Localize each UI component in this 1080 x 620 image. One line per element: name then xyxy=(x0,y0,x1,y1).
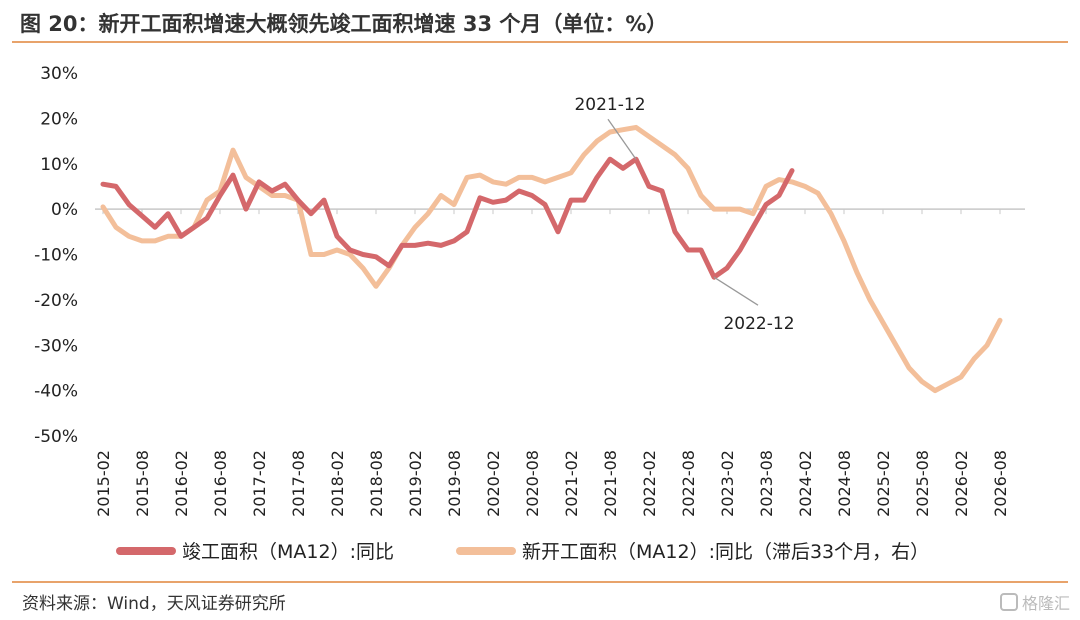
annotation-label: 2021-12 xyxy=(574,95,645,115)
legend-label-2: 新开工面积（MA12）:同比（滞后33个月，右） xyxy=(522,541,929,563)
series-line-2 xyxy=(100,124,1003,394)
legend-label-1: 竣工面积（MA12）:同比 xyxy=(182,541,394,563)
watermark-text: 格隆汇 xyxy=(1021,594,1070,613)
legend: 竣工面积（MA12）:同比 新开工面积（MA12）:同比（滞后33个月，右） xyxy=(116,541,929,563)
x-tick-label: 2018-08 xyxy=(367,450,386,517)
x-tick-label: 2016-08 xyxy=(211,450,230,517)
x-tick-label: 2026-08 xyxy=(991,450,1010,517)
y-tick-label: 20% xyxy=(40,109,78,129)
x-tick-label: 2025-08 xyxy=(913,450,932,517)
x-tick-label: 2017-02 xyxy=(250,450,269,517)
x-tick-label: 2019-02 xyxy=(406,450,425,517)
y-axis-ticks: 30% 20% 10% 0% -10% -20% -30% -40% -50% xyxy=(34,64,78,447)
series-lines xyxy=(100,124,1003,394)
x-tick-label: 2016-02 xyxy=(172,450,191,517)
line-chart: 30%20%10%0%-10%-20%-30%-40%-50% 2015-02 2… xyxy=(34,64,1025,563)
x-tick-label: 2022-08 xyxy=(679,450,698,517)
x-tick-label: 2015-08 xyxy=(133,450,152,517)
annotations: 2021-12 2022-12 xyxy=(574,95,794,334)
y-tick-label: -50% xyxy=(34,427,78,447)
chart-title: 图 20：新开工面积增速大概领先竣工面积增速 33 个月（单位：%） xyxy=(20,12,668,36)
y-tick-label: -10% xyxy=(34,246,78,266)
y-tick-label: -30% xyxy=(34,336,78,356)
series-line-1 xyxy=(100,156,795,280)
footer-divider xyxy=(12,581,1068,583)
x-tick-label: 2015-02 xyxy=(94,450,113,517)
y-tick-label: -20% xyxy=(34,291,78,311)
watermark-logo-icon xyxy=(999,593,1018,611)
x-tick-label: 2019-08 xyxy=(445,450,464,517)
x-tick-label: 2023-08 xyxy=(757,450,776,517)
x-tick-label: 2024-08 xyxy=(835,450,854,517)
y-tick-label: 30% xyxy=(40,64,78,84)
x-tick-label: 2026-02 xyxy=(952,450,971,517)
annotation-leader xyxy=(713,276,759,306)
x-tick-label: 2021-08 xyxy=(601,450,620,517)
x-tick-label: 2020-02 xyxy=(484,450,503,517)
x-tick-label: 2021-02 xyxy=(562,450,581,517)
x-tick-label: 2020-08 xyxy=(523,450,542,517)
x-tick-label: 2018-02 xyxy=(328,450,347,517)
watermark: 格隆汇 xyxy=(999,590,1070,614)
x-tick-label: 2023-02 xyxy=(718,450,737,517)
x-tick-label: 2017-08 xyxy=(289,450,308,517)
x-axis-ticks: 2015-02 2015-08 2016-02 2016-08 2017-02 2017-… xyxy=(94,209,1010,517)
annotation-leader xyxy=(607,118,637,160)
x-tick-label: 2022-02 xyxy=(640,450,659,517)
annotation-label: 2022-12 xyxy=(723,314,794,334)
y-tick-label: 10% xyxy=(40,155,78,175)
x-tick-label: 2024-02 xyxy=(796,450,815,517)
y-tick-label: -40% xyxy=(34,382,78,402)
y-tick-label: 0% xyxy=(51,200,78,220)
source-note: 资料来源：Wind，天风证券研究所 xyxy=(22,594,286,614)
title-divider xyxy=(12,41,1068,43)
x-tick-label: 2025-02 xyxy=(874,450,893,517)
